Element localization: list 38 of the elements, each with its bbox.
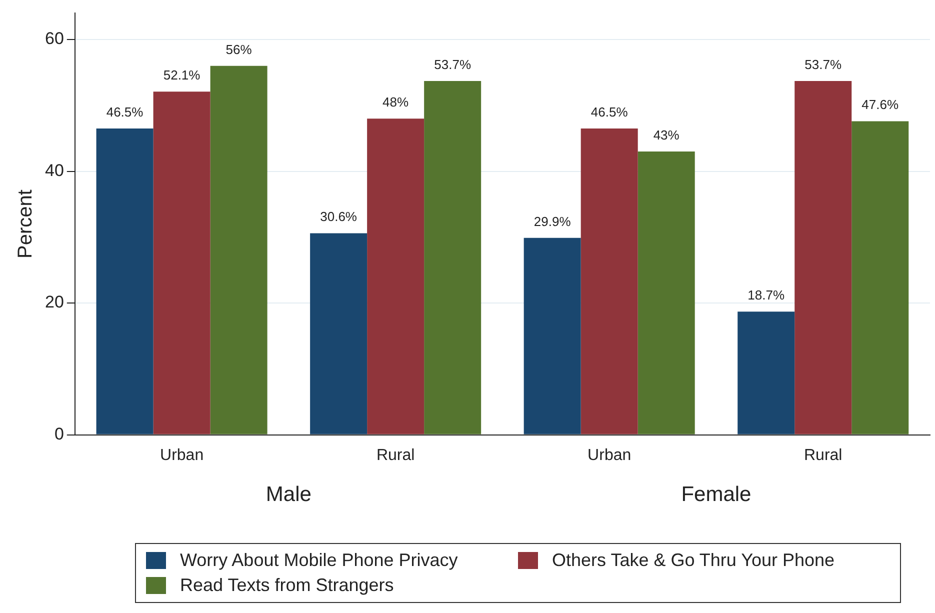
x-tick-label: Rural [376,446,415,464]
data-label: 18.7% [748,288,785,303]
data-label: 52.1% [163,68,201,83]
data-label: 30.6% [320,209,358,224]
x-tick-label: Rural [804,446,842,464]
data-label: 46.5% [106,104,144,120]
data-label: 53.7% [434,57,472,72]
legend-label: Worry About Mobile Phone Privacy [180,550,458,571]
bar [580,128,638,434]
bar [210,66,268,434]
data-label: 29.9% [534,214,572,229]
legend-label: Others Take & Go Thru Your Phone [552,550,835,571]
bar [96,128,154,434]
text: Male [266,482,312,506]
y-tick-label: 60 [44,29,64,48]
bar [638,152,695,434]
data-label: 47.6% [862,97,899,112]
bar [794,81,852,434]
bar [153,92,210,434]
bar [367,118,424,434]
bar [738,312,795,434]
data-label: 48% [382,94,410,110]
bar [852,121,909,434]
y-axis-title: Percent [14,189,37,258]
data-label: 56% [226,42,252,57]
x-tick-label: Urban [588,446,632,464]
bar [310,233,368,434]
bar [524,238,581,434]
y-tick-label: 40 [44,160,64,180]
x-tick-label: Urban [160,446,204,464]
y-tick-label: 20 [44,292,64,312]
legend-label: Read Texts from Strangers [180,575,394,596]
data-label: 53.7% [804,57,842,72]
data-label: 43% [653,128,680,143]
text: Female [681,482,752,506]
bar [424,81,482,434]
data-label: 46.5% [590,104,628,120]
y-tick-label: 0 [54,424,64,444]
